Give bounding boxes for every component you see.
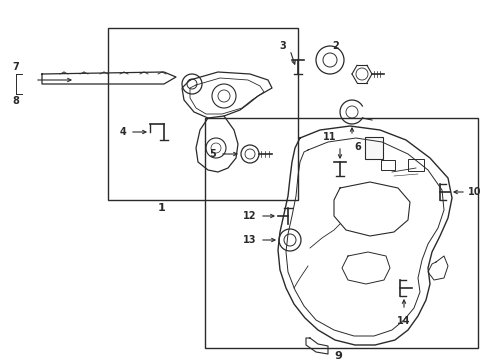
Text: 2: 2 — [331, 41, 338, 51]
Bar — [204, 118, 477, 348]
Bar — [380, 160, 394, 170]
Text: 13: 13 — [242, 235, 256, 245]
Bar — [364, 137, 382, 159]
Text: 8: 8 — [12, 96, 19, 106]
Bar — [108, 28, 297, 200]
Text: 12: 12 — [242, 211, 256, 221]
Text: 5: 5 — [209, 149, 216, 159]
Text: 4: 4 — [119, 127, 126, 137]
Bar — [407, 159, 423, 171]
Text: 10: 10 — [467, 187, 481, 197]
Text: 3: 3 — [279, 41, 285, 51]
Text: 11: 11 — [322, 132, 335, 142]
Text: 6: 6 — [353, 142, 360, 152]
Text: 9: 9 — [333, 351, 341, 360]
Text: 14: 14 — [396, 316, 410, 326]
Text: 7: 7 — [12, 62, 19, 72]
Text: 1: 1 — [158, 203, 165, 213]
